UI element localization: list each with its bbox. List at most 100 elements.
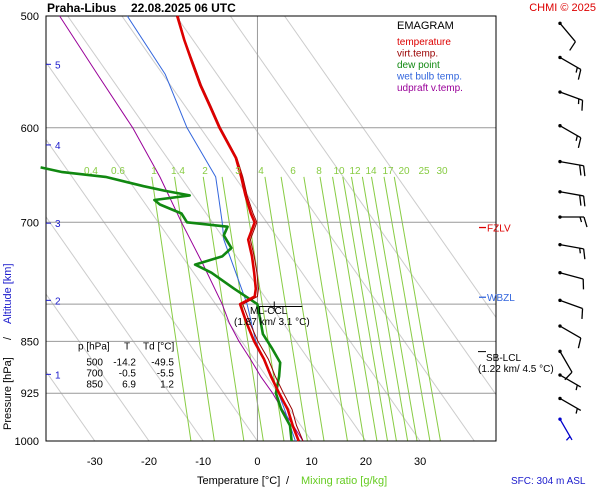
altitude-tick-label: 4: [55, 141, 61, 152]
table-cell: -5.5: [157, 368, 175, 379]
mixing-ratio-line: [332, 176, 378, 441]
mixing-ratio-label: 3: [235, 166, 241, 177]
table-cell: -0.5: [119, 368, 137, 379]
text-layer: Praha-Libus 22.08.2025 06 UTC CHMI © 202…: [2, 1, 596, 487]
wind-barb-half-feather: [579, 248, 581, 254]
wind-barb-station-dot: [558, 271, 562, 275]
wind-barb-station-dot: [558, 396, 562, 401]
sb-lcl-label: SB-LCL: [486, 353, 521, 364]
series-layer: [40, 15, 588, 442]
table-header: p [hPa]: [78, 341, 110, 352]
wind-barb-feather: [583, 216, 588, 228]
y-axis-label-2: Altitude [km]: [2, 263, 14, 324]
table-cell: -49.5: [151, 357, 174, 368]
mixing-ratio-label: 6: [290, 166, 296, 177]
mixing-ratio-line: [280, 176, 325, 441]
sfc-text: SFC: 304 m ASL: [511, 476, 586, 487]
mixing-ratio-line: [350, 176, 397, 441]
wind-barb-station-dot: [558, 373, 562, 377]
plot-frame: [45, 15, 497, 442]
table-header: T: [124, 341, 130, 352]
table-cell: -14.2: [113, 357, 136, 368]
mixing-ratio-line: [342, 176, 389, 441]
wind-barb-shaft: [559, 22, 576, 43]
station-title: Praha-Libus: [47, 1, 117, 15]
wind-barb-half-feather: [575, 384, 578, 391]
wind-barb-shaft: [559, 299, 583, 310]
x-tick-label: 0: [254, 456, 260, 468]
x-tick-label: -30: [87, 456, 103, 468]
wind-barb: [558, 373, 582, 391]
mixing-ratio-label: 14: [365, 166, 377, 177]
wind-barb-station-dot: [558, 324, 562, 328]
mixing-ratio-label: 30: [436, 166, 448, 177]
mixing-ratio-line: [371, 176, 418, 441]
mixing-ratio-label: 2: [202, 166, 208, 177]
x-axis-label-2: Mixing ratio [g/kg]: [301, 475, 387, 487]
mixing-ratio-label: 0.4: [84, 166, 98, 177]
wind-barb: [558, 271, 585, 290]
wind-barb: [558, 55, 582, 80]
mixing-ratio-label: 0.6: [111, 166, 125, 177]
sb-lcl-detail: (1.22 km/ 4.5 °C): [478, 364, 554, 375]
pressure-tick-label: 600: [21, 123, 39, 135]
legend-entry: udpraft v.temp.: [397, 83, 463, 94]
mixing-ratio-line: [303, 176, 348, 441]
wind-barb-station-dot: [558, 298, 562, 303]
wind-barb-station-dot: [558, 215, 562, 219]
altitude-tick-label: 5: [55, 60, 61, 71]
wind-barb: [558, 21, 576, 51]
legend-entry: virt.temp.: [397, 49, 438, 60]
mixing-ratio-line: [361, 176, 409, 441]
level-label-wbzl: WBZL: [487, 293, 515, 304]
mixing-ratio-label: 8: [316, 166, 322, 177]
x-tick-label: -20: [141, 456, 157, 468]
mixing-ratio-line: [151, 176, 192, 441]
wind-barb-half-feather: [579, 216, 583, 223]
legend-entry: dew point: [397, 60, 440, 71]
series-temperature-line: [175, 15, 300, 442]
chart-title: EMAGRAM: [397, 20, 454, 32]
mixing-ratio-line: [393, 176, 441, 441]
altitude-tick-label: 3: [55, 219, 61, 230]
wind-barb-shaft: [559, 351, 573, 373]
wind-barb: [558, 90, 584, 111]
x-tick-label: 30: [414, 456, 426, 468]
pressure-tick-label: 1000: [15, 436, 39, 448]
wind-barb-shaft: [559, 272, 584, 280]
isotherm-line: [121, 16, 421, 441]
wind-barb-station-dot: [558, 21, 562, 26]
series-virt-temp-line: [177, 15, 304, 442]
ml-ccl-label: ML-CCL: [250, 306, 288, 317]
table-cell: 700: [86, 368, 103, 379]
table-header: Td [°C]: [143, 341, 174, 352]
wind-barb-feather: [582, 248, 586, 260]
wind-barb-feather: [581, 308, 584, 320]
wind-barb-feather: [579, 164, 582, 176]
ml-ccl-detail: (1.87 km/ 3.1 °C): [234, 317, 310, 328]
wind-barb: [558, 124, 582, 149]
y-axis-label: Pressure [hPa]: [2, 357, 14, 430]
datetime-title: 22.08.2025 06 UTC: [131, 1, 236, 15]
wind-barb: [558, 215, 588, 228]
altitude-tick-label: 1: [55, 370, 61, 381]
mixing-ratio-label: 25: [418, 166, 430, 177]
y-axis-title-group: Pressure [hPa] / Altitude [km]: [2, 263, 14, 430]
grid-layer: [45, 15, 497, 442]
wind-barb-station-dot: [558, 417, 562, 421]
y-axis-separator: /: [2, 336, 14, 340]
table-cell: 1.2: [160, 379, 174, 390]
wind-barb: [558, 396, 582, 414]
wind-barb-half-feather: [565, 436, 571, 441]
wind-barb-station-dot: [558, 90, 562, 94]
wind-barb-half-feather: [575, 408, 578, 414]
isotherm-line: [67, 16, 367, 441]
mixing-ratio-label: 1.4: [171, 166, 185, 177]
mixing-ratio-line: [319, 176, 365, 441]
mixing-ratio-label: 10: [333, 166, 345, 177]
x-tick-label: -10: [195, 456, 211, 468]
wind-barb-feather: [577, 337, 582, 349]
legend-entry: wet bulb temp.: [396, 72, 462, 83]
wind-barb-feather: [577, 69, 582, 80]
